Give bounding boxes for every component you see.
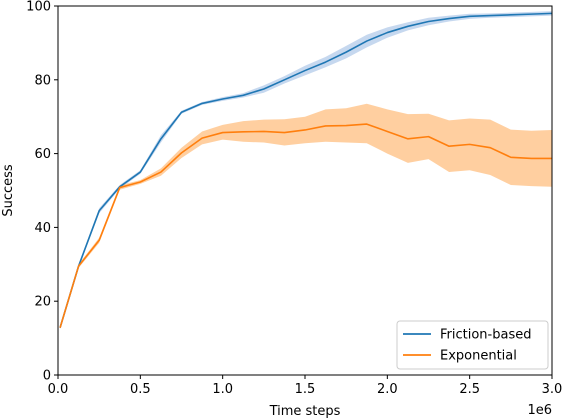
- x-axis-multiplier: 1e6: [527, 403, 552, 418]
- series-lines: [59, 12, 552, 329]
- y-tick-label: 100: [26, 0, 51, 15]
- y-tick-label: 60: [34, 147, 51, 162]
- x-axis-label: Time steps: [269, 404, 341, 418]
- y-axis-label: Success: [1, 164, 16, 217]
- x-tick-label: 2.0: [377, 382, 398, 397]
- exponential-band: [60, 103, 552, 329]
- y-tick-label: 20: [34, 295, 51, 310]
- exponential-legend-label: Exponential: [440, 349, 517, 364]
- x-tick-label: 0.0: [48, 382, 69, 397]
- x-tick-label: 1.5: [295, 382, 316, 397]
- confidence-bands: [60, 11, 552, 329]
- y-tick-label: 0: [43, 369, 51, 384]
- friction-based-band: [60, 11, 552, 329]
- x-axis-ticks: 0.0 0.5 1.0 1.5 2.0 2.5 3.0: [48, 375, 562, 397]
- exponential-line: [59, 123, 552, 329]
- y-axis-ticks: 0 20 40 60 80 100: [26, 0, 58, 384]
- friction-based-line: [59, 12, 552, 329]
- y-tick-label: 80: [34, 73, 51, 88]
- x-tick-label: 3.0: [542, 382, 562, 397]
- x-tick-label: 0.5: [130, 382, 151, 397]
- friction-based-legend-label: Friction-based: [440, 328, 531, 343]
- x-tick-label: 1.0: [212, 382, 233, 397]
- plot-frame: [57, 5, 553, 376]
- legend: Friction-based Exponential: [396, 320, 549, 370]
- y-tick-label: 40: [34, 221, 51, 236]
- legend-box: [396, 320, 549, 370]
- x-tick-label: 2.5: [459, 382, 480, 397]
